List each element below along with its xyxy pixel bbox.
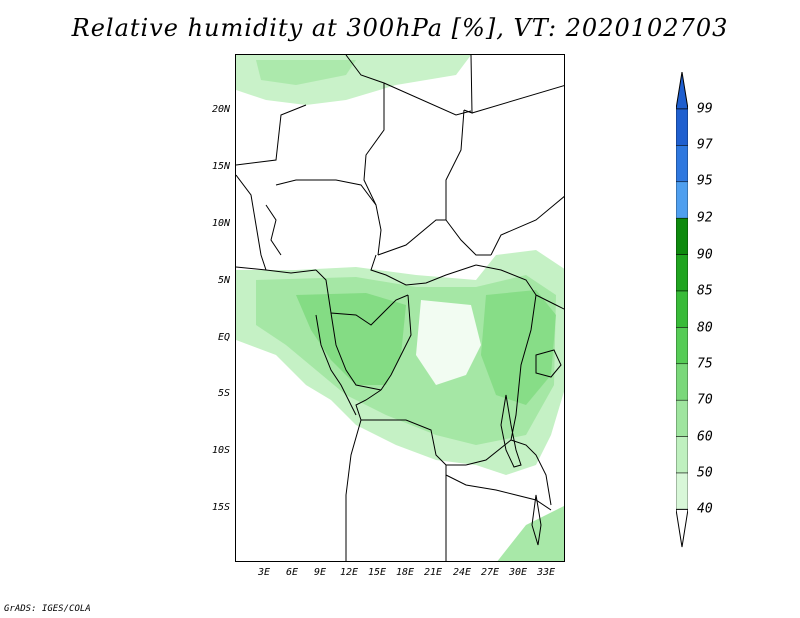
lon-label-30e: 30E — [508, 567, 528, 578]
colorbar-segment-bottom — [676, 508, 688, 548]
colorbar-segment-75 — [676, 363, 688, 401]
humidity-area-dry-pocket — [416, 300, 481, 385]
colorbar-segment-70 — [676, 399, 688, 437]
colorbar-segment-80 — [676, 327, 688, 365]
colorbar-label-97: 97 — [697, 137, 713, 153]
colorbar-label-40: 40 — [697, 501, 713, 517]
lon-label-18e: 18E — [395, 567, 415, 578]
colorbar-segment-85 — [676, 290, 688, 328]
humidity-map — [236, 55, 564, 561]
lat-label-10n: 10N — [211, 218, 230, 229]
colorbar-segment-90 — [676, 254, 688, 292]
lon-label-3e: 3E — [257, 567, 271, 578]
lat-label-5s: 5S — [217, 388, 230, 399]
colorbar-segment-99 — [676, 108, 688, 146]
lon-label-21e: 21E — [423, 567, 443, 578]
colorbar-label-70: 70 — [697, 392, 713, 408]
lake-victoria — [535, 349, 562, 378]
lat-label-15s: 15S — [211, 502, 230, 513]
lon-label-6e: 6E — [285, 567, 299, 578]
lakes — [500, 349, 562, 546]
lon-label-15e: 15E — [367, 567, 387, 578]
lat-label-eq: EQ — [217, 332, 230, 343]
footer-credit: GrADS: IGES/COLA — [4, 604, 91, 614]
coastline — [236, 266, 357, 416]
colorbar-segment-97 — [676, 145, 688, 183]
colorbar-label-85: 85 — [697, 283, 713, 299]
colorbar — [676, 72, 688, 548]
lat-label-15n: 15N — [211, 161, 230, 172]
colorbar-label-75: 75 — [697, 356, 713, 372]
lon-label-33e: 33E — [536, 567, 556, 578]
colorbar-segment-50 — [676, 472, 688, 510]
colorbar-segment-95 — [676, 181, 688, 219]
lon-label-12e: 12E — [339, 567, 359, 578]
humidity-area-southeast — [497, 506, 564, 561]
lake-tanganyika — [500, 394, 522, 468]
colorbar-label-90: 90 — [697, 247, 713, 263]
lon-label-27e: 27E — [480, 567, 500, 578]
lat-label-10s: 10S — [211, 445, 230, 456]
country-borders — [236, 55, 564, 561]
humidity-area-north-core — [256, 60, 356, 85]
chart-title: Relative humidity at 300hPa [%], VT: 202… — [71, 14, 729, 42]
colorbar-segment-top — [676, 72, 688, 110]
lat-label-5n: 5N — [217, 275, 230, 286]
humidity-shading — [236, 55, 564, 561]
lat-label-20n: 20N — [211, 104, 230, 115]
lake-malawi — [531, 494, 542, 546]
humidity-area-east-moist — [481, 290, 556, 405]
colorbar-label-99: 99 — [697, 101, 713, 117]
colorbar-segment-60 — [676, 436, 688, 474]
lon-label-24e: 24E — [452, 567, 472, 578]
lon-label-9e: 9E — [313, 567, 327, 578]
map-panel — [235, 54, 565, 562]
colorbar-label-50: 50 — [697, 465, 713, 481]
colorbar-label-60: 60 — [697, 429, 713, 445]
colorbar-label-80: 80 — [697, 320, 713, 336]
colorbar-label-95: 95 — [697, 173, 713, 189]
colorbar-label-92: 92 — [697, 210, 713, 226]
humidity-area-central-moist — [296, 293, 406, 385]
colorbar-segment-92 — [676, 217, 688, 255]
